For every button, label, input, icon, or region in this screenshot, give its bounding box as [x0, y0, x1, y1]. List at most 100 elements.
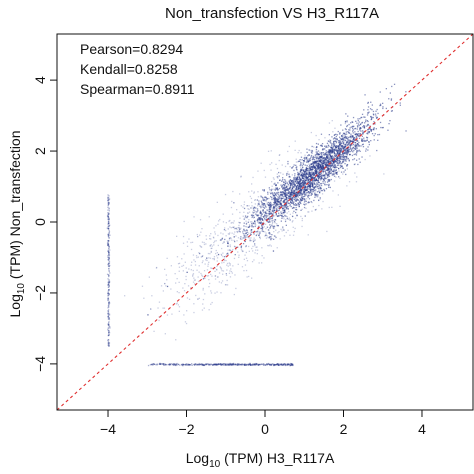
scatter-point [296, 176, 298, 178]
zero-strip-point [106, 242, 109, 244]
scatter-point [357, 133, 359, 135]
zero-strip-point [254, 364, 256, 366]
scatter-point [301, 182, 303, 184]
scatter-point [338, 140, 341, 142]
scatter-point [342, 161, 345, 163]
scatter-point [243, 211, 245, 213]
scatter-point [256, 199, 258, 201]
scatter-point [327, 167, 330, 169]
scatter-point [267, 244, 269, 247]
scatter-point [350, 126, 352, 128]
scatter-point [296, 180, 298, 182]
scatter-point [192, 275, 194, 277]
scatter-point [332, 161, 334, 163]
scatter-point [221, 237, 224, 239]
scatter-point [240, 245, 243, 247]
zero-strip-point [228, 363, 230, 365]
zero-strip-point [169, 363, 171, 365]
scatter-point [331, 158, 333, 160]
scatter-point [265, 198, 267, 200]
scatter-point [246, 216, 248, 219]
zero-strip-point [108, 293, 110, 295]
scatter-point [367, 128, 369, 131]
scatter-point [335, 149, 337, 152]
scatter-point [309, 177, 312, 180]
scatter-point [232, 222, 235, 224]
scatter-point [273, 227, 275, 230]
scatter-point [325, 162, 328, 165]
zero-strip-point [108, 284, 110, 286]
scatter-point [278, 214, 280, 216]
scatter-point [243, 235, 245, 238]
scatter-point [275, 213, 277, 216]
scatter-point [333, 151, 335, 153]
scatter-point [315, 178, 317, 180]
zero-strip-point [237, 364, 239, 366]
scatter-point [327, 180, 329, 182]
scatter-point [305, 168, 308, 170]
scatter-point [332, 165, 335, 168]
scatter-point [259, 232, 261, 235]
scatter-point [334, 161, 336, 163]
scatter-point [252, 208, 255, 210]
scatter-point [289, 186, 291, 189]
zero-strip-point [108, 258, 110, 260]
scatter-point [205, 243, 207, 245]
scatter-point [352, 125, 354, 127]
scatter-point [294, 140, 296, 142]
scatter-point [261, 213, 263, 215]
scatter-point [275, 163, 277, 165]
zero-strip-point [108, 251, 110, 253]
scatter-point [300, 183, 302, 185]
scatter-point [232, 265, 234, 267]
zero-strip-point [108, 247, 110, 249]
scatter-point [378, 133, 381, 136]
zero-strip-point [266, 363, 268, 365]
scatter-point [315, 208, 317, 211]
zero-strip-point [248, 363, 250, 365]
scatter-point [198, 297, 200, 299]
scatter-point [260, 205, 262, 207]
zero-strip-point [107, 235, 110, 237]
scatter-point [268, 207, 270, 209]
scatter-point [289, 193, 291, 195]
scatter-point [314, 196, 316, 198]
scatter-point [318, 163, 321, 166]
scatter-point [306, 171, 308, 174]
scatter-point [326, 163, 328, 166]
scatter-point [254, 199, 256, 201]
scatter-point [261, 230, 263, 232]
scatter-point [330, 146, 332, 149]
scatter-point [349, 142, 351, 144]
scatter-point [273, 195, 275, 197]
scatter-point [313, 186, 315, 188]
scatter-point [276, 193, 279, 195]
scatter-point [334, 146, 337, 148]
zero-strip-point [107, 263, 110, 265]
scatter-point [346, 157, 348, 159]
scatter-point [365, 119, 367, 121]
scatter-point [300, 163, 302, 165]
scatter-point [194, 283, 196, 285]
scatter-point [364, 116, 366, 118]
scatter-point [382, 106, 384, 108]
zero-strip-point [254, 364, 256, 366]
zero-strip-point [229, 362, 231, 365]
scatter-point [383, 173, 385, 175]
zero-strip-point [107, 293, 109, 295]
scatter-point [367, 146, 369, 148]
scatter-point [230, 222, 232, 224]
scatter-point [329, 154, 331, 156]
scatter-point [248, 211, 251, 213]
scatter-point [317, 176, 319, 178]
scatter-point [276, 198, 278, 200]
scatter-point [279, 206, 281, 208]
scatter-point [288, 196, 290, 198]
scatter-point [340, 154, 343, 156]
zero-strip-point [107, 218, 109, 220]
zero-strip-point [198, 364, 201, 366]
scatter-point [228, 262, 230, 264]
scatter-point [294, 198, 296, 201]
scatter-point [330, 168, 332, 170]
zero-strip-point [232, 363, 234, 365]
